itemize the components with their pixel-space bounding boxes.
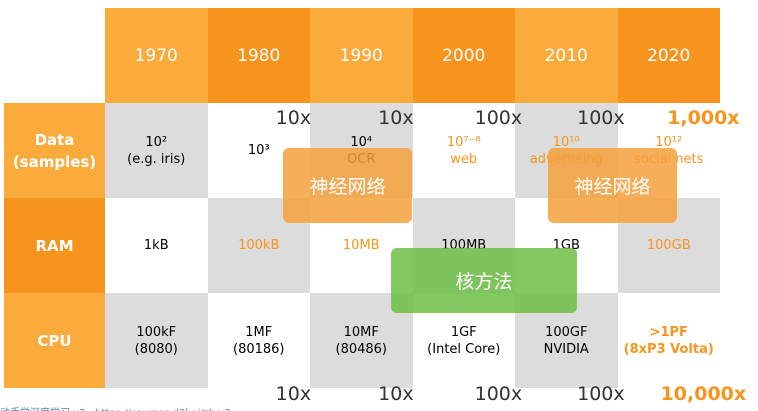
overlay-box: 神经网络 bbox=[548, 148, 677, 223]
cell-line: >1PF bbox=[649, 324, 688, 340]
cell-line: (e.g. iris) bbox=[127, 151, 186, 167]
cell-line: 10MB bbox=[342, 238, 380, 253]
row-label: RAM bbox=[4, 198, 105, 293]
multiplier: 100x bbox=[577, 107, 625, 129]
cell: 1kB bbox=[105, 198, 208, 293]
multiplier: 100x bbox=[474, 383, 523, 405]
multiplier: 100x bbox=[577, 383, 625, 405]
row-label-line: (samples) bbox=[12, 152, 97, 171]
cell-line: 100GB bbox=[646, 238, 691, 253]
cell-line: 10² bbox=[145, 134, 168, 150]
multiplier: 10,000x bbox=[660, 383, 747, 405]
multiplier: 10x bbox=[378, 383, 414, 405]
cell-line: 100kB bbox=[238, 238, 280, 253]
overlay-box: 神经网络 bbox=[283, 148, 412, 223]
cell-line: 1GF bbox=[450, 324, 477, 340]
year-header: 2020 bbox=[617, 8, 720, 103]
cell-line: 10³ bbox=[247, 143, 270, 158]
cell-line: (80186) bbox=[233, 341, 285, 357]
cell: 1MF (80186) bbox=[207, 293, 310, 388]
row-label-line: CPU bbox=[37, 331, 72, 350]
year-header: 2000 bbox=[412, 8, 515, 103]
cell-line: (8080) bbox=[134, 341, 178, 357]
cell: 10² (e.g. iris) bbox=[105, 103, 208, 198]
year-header: 1980 bbox=[207, 8, 310, 103]
cell-line: (80486) bbox=[335, 341, 388, 357]
cell: 10⁷⁻⁸ web bbox=[412, 103, 515, 198]
cell-line: 1MF bbox=[245, 324, 273, 340]
year-header: 1990 bbox=[310, 8, 413, 103]
overlay-box: 核方法 bbox=[391, 248, 577, 313]
cell-line: web bbox=[450, 151, 478, 167]
row-label-line: Data bbox=[34, 130, 75, 149]
cell-line: 10¹² bbox=[655, 134, 683, 150]
multiplier: 10x bbox=[378, 107, 414, 129]
year-header: 2010 bbox=[515, 8, 618, 103]
multiplier: 10x bbox=[275, 383, 312, 405]
cell: 100kF (8080) bbox=[105, 293, 208, 388]
cell-line: 10MF bbox=[343, 324, 379, 340]
cell-line: 100GF bbox=[545, 324, 588, 340]
cell-line: (8xP3 Volta) bbox=[623, 341, 714, 357]
cell: >1PF (8xP3 Volta) bbox=[617, 293, 720, 388]
cell-line: 10⁷⁻⁸ bbox=[446, 134, 481, 150]
row-label-line: RAM bbox=[35, 236, 74, 255]
cell-line: NVIDIA bbox=[543, 341, 589, 357]
multiplier: 10x bbox=[275, 107, 312, 129]
cell-line: (Intel Core) bbox=[427, 341, 501, 357]
cell-line: 10⁴ bbox=[350, 134, 373, 150]
year-header: 1970 bbox=[105, 8, 208, 103]
multiplier: 100x bbox=[474, 107, 523, 129]
row-label: CPU bbox=[4, 293, 105, 388]
footer: 动手学深度学习 v2 · https://courses.d2l.ai/zh-v… bbox=[0, 404, 400, 411]
cell-line: 1kB bbox=[143, 238, 169, 253]
cell-line: 100kF bbox=[136, 324, 177, 340]
multiplier: 1,000x bbox=[667, 107, 740, 129]
cell-line: 10¹⁰ bbox=[552, 134, 580, 150]
row-label: Data (samples) bbox=[4, 103, 105, 198]
